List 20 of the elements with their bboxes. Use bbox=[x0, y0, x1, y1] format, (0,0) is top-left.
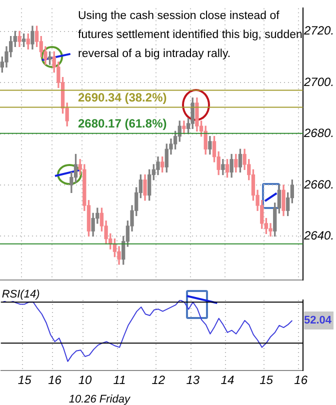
x-tick-label: 16 bbox=[48, 373, 62, 388]
ref-line-label: 2690.34 (38.2%) bbox=[78, 90, 167, 105]
annotation: 52.04 bbox=[304, 314, 332, 327]
x-tick-label: 14 bbox=[220, 373, 234, 388]
x-tick-label: 16 bbox=[294, 373, 308, 388]
x-tick-label: 13 bbox=[186, 373, 200, 388]
x-tick-label: 15 bbox=[260, 373, 274, 388]
y-tick-label: 2680. bbox=[303, 126, 334, 140]
annotation: Using the cash session close instead of futures settlement identified this big, sudden reversal of a big intraday rally. bbox=[78, 10, 302, 60]
ref-line-label: 2680.17 (61.8%) bbox=[78, 116, 167, 131]
y-tick-label: 2660. bbox=[303, 177, 334, 192]
y-tick-label: 2720. bbox=[303, 24, 334, 38]
chart-title: RSI(14) bbox=[2, 288, 40, 301]
y-tick-label: 2640. bbox=[303, 228, 334, 243]
x-tick-label: 15 bbox=[18, 373, 32, 388]
x-tick-label: 11 bbox=[113, 373, 126, 388]
x-tick-label: 10 bbox=[78, 373, 92, 388]
x-tick-label: 12 bbox=[152, 373, 166, 388]
y-tick-label: 2700. bbox=[303, 74, 334, 89]
text: 10.26 Friday bbox=[68, 394, 132, 405]
